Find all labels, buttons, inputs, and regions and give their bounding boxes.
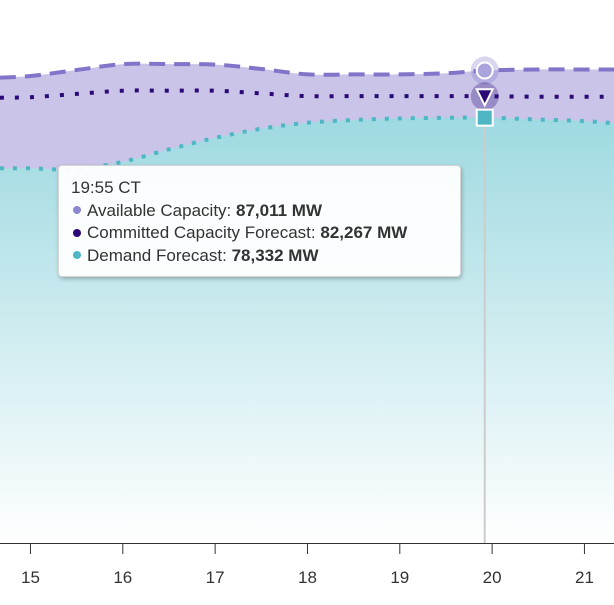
- x-tick-label: 16: [113, 568, 132, 587]
- tooltip-label: Available Capacity:: [87, 200, 236, 220]
- tooltip-row-available: Available Capacity: 87,011 MW: [71, 200, 448, 223]
- demand-marker: [475, 108, 494, 127]
- x-tick-label: 19: [390, 568, 409, 587]
- x-tick-label: 15: [21, 568, 40, 587]
- x-tick-label: 21: [575, 568, 594, 587]
- x-axis-ticks: 15 16 17 18 19 20 21: [21, 543, 594, 587]
- committed-capacity-line[interactable]: [0, 88, 614, 100]
- demand-dot-icon: [73, 251, 81, 260]
- available-capacity-line[interactable]: [0, 61, 614, 80]
- available-dot-icon: [73, 206, 81, 215]
- available-marker: [475, 61, 494, 80]
- tooltip-row-demand: Demand Forecast: 78,332 MW: [71, 245, 448, 268]
- demand-forecast-line[interactable]: [0, 115, 614, 172]
- committed-marker: [475, 88, 495, 108]
- tooltip-time: 19:55 CT: [71, 178, 141, 197]
- tooltip-value: 82,267 MW: [320, 223, 408, 242]
- tooltip-value: 78,332 MW: [231, 245, 319, 265]
- x-tick-label: 18: [298, 568, 317, 587]
- tooltip-value: 87,011 MW: [236, 200, 322, 220]
- hover-markers: [470, 56, 499, 127]
- x-tick-label: 17: [206, 568, 225, 587]
- tooltip-label: Demand Forecast:: [87, 245, 232, 265]
- committed-dot-icon: [73, 228, 81, 237]
- tooltip-row-committed: Committed Capacity Forecast: 82,267 MW: [71, 222, 448, 245]
- chart-tooltip: 19:55 CT Available Capacity: 87,011 MW C…: [58, 165, 461, 277]
- x-tick-label: 20: [483, 568, 502, 587]
- tooltip-label: Committed Capacity Forecast:: [87, 223, 321, 242]
- series-layer: [0, 61, 614, 544]
